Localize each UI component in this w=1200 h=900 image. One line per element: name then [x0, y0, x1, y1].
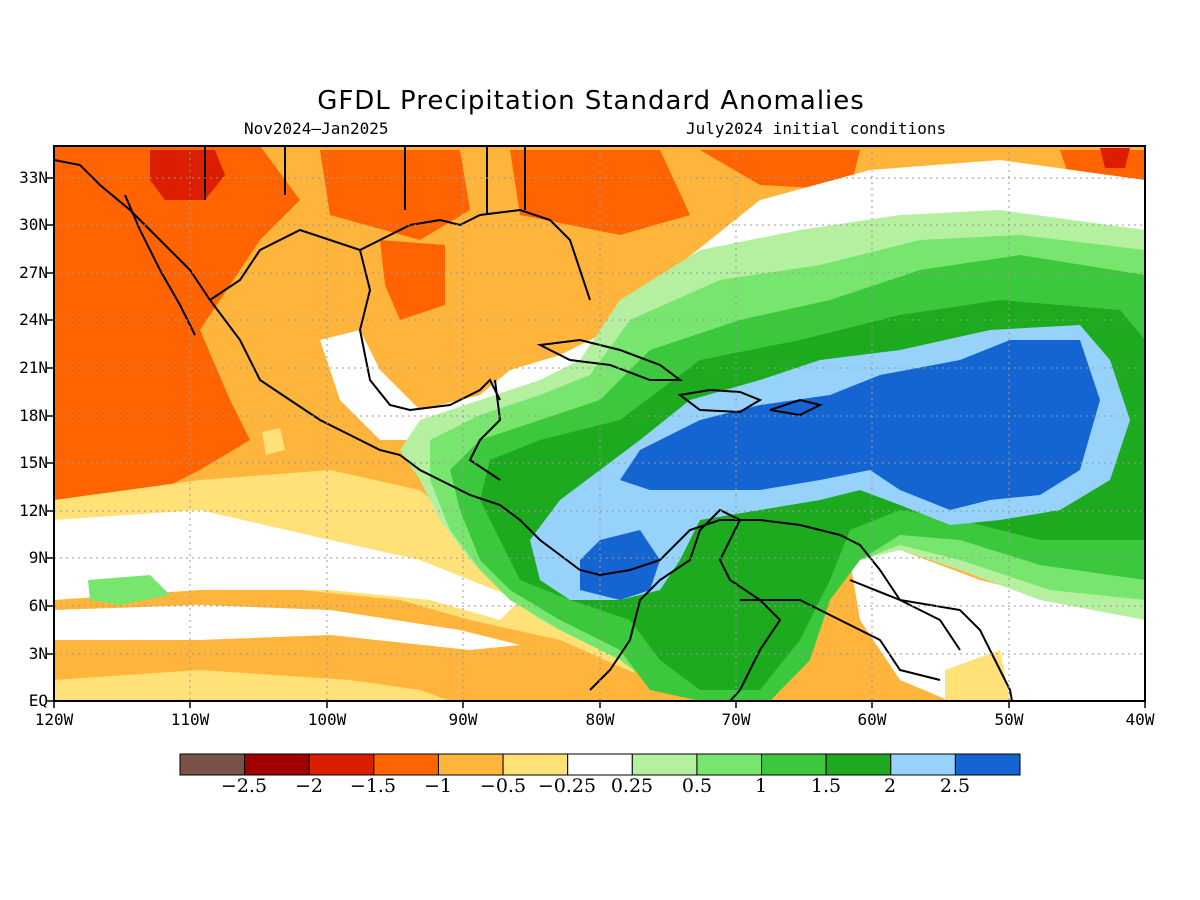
colorbar-label: −2.5	[220, 775, 268, 797]
colorbar-label: −1.5	[349, 775, 397, 797]
colorbar-swatch	[696, 753, 763, 776]
anomaly-field	[54, 146, 1145, 701]
colorbar-swatch	[244, 753, 310, 776]
lat-label-24n: 24N	[19, 310, 48, 329]
colorbar-label: −2	[294, 775, 323, 797]
colorbar-swatch	[437, 753, 504, 776]
lon-label-80w: 80W	[585, 710, 615, 729]
colorbar-label: 0.25	[610, 775, 654, 797]
colorbar-swatch	[179, 753, 246, 776]
map-title: GFDL Precipitation Standard Anomalies	[317, 86, 865, 116]
colorbar	[179, 753, 1021, 776]
colorbar-swatch	[954, 753, 1021, 776]
colorbar-swatch	[761, 753, 827, 776]
colorbar-label: −0.5	[479, 775, 527, 797]
lon-label-40w: 40W	[1125, 710, 1155, 729]
colorbar-swatch	[502, 753, 569, 776]
coastlines	[54, 146, 1013, 701]
colorbar-swatch	[567, 753, 633, 776]
lat-label-27n: 27N	[19, 263, 48, 282]
lat-label-30n: 30N	[19, 215, 48, 234]
lat-label-15n: 15N	[19, 453, 48, 472]
colorbar-swatch	[631, 753, 698, 776]
colorbar-label: 2	[883, 775, 897, 797]
lon-label-100w: 100W	[307, 710, 347, 729]
gridlines	[54, 146, 1145, 701]
lon-label-120w: 120W	[34, 710, 74, 729]
initial-conditions: July2024 initial conditions	[686, 119, 947, 138]
colorbar-label: 1.5	[810, 775, 842, 797]
colorbar-label: 2.5	[939, 775, 971, 797]
lat-label-12n: 12N	[19, 501, 48, 520]
lat-label-18n: 18N	[19, 406, 48, 425]
lat-label-eq: EQ	[28, 691, 48, 710]
forecast-period: Nov2024—Jan2025	[244, 119, 389, 138]
lon-label-50w: 50W	[994, 710, 1024, 729]
lat-label-3n: 3N	[28, 644, 48, 663]
colorbar-label: 0.5	[681, 775, 713, 797]
axis-ticks	[47, 177, 1146, 708]
lat-label-9n: 9N	[28, 548, 48, 567]
colorbar-swatch	[825, 753, 892, 776]
lon-label-60w: 60W	[857, 710, 887, 729]
lon-label-110w: 110W	[170, 710, 210, 729]
lat-label-33n: 33N	[19, 168, 48, 187]
lon-label-70w: 70W	[721, 710, 751, 729]
colorbar-swatch	[373, 753, 439, 776]
colorbar-swatch	[890, 753, 956, 776]
lon-label-90w: 90W	[448, 710, 478, 729]
colorbar-label: −1	[423, 775, 452, 797]
colorbar-label: −0.25	[537, 775, 597, 797]
lat-label-21n: 21N	[19, 358, 48, 377]
lat-label-6n: 6N	[28, 596, 48, 615]
colorbar-label: 1	[754, 775, 768, 797]
colorbar-swatch	[308, 753, 375, 776]
